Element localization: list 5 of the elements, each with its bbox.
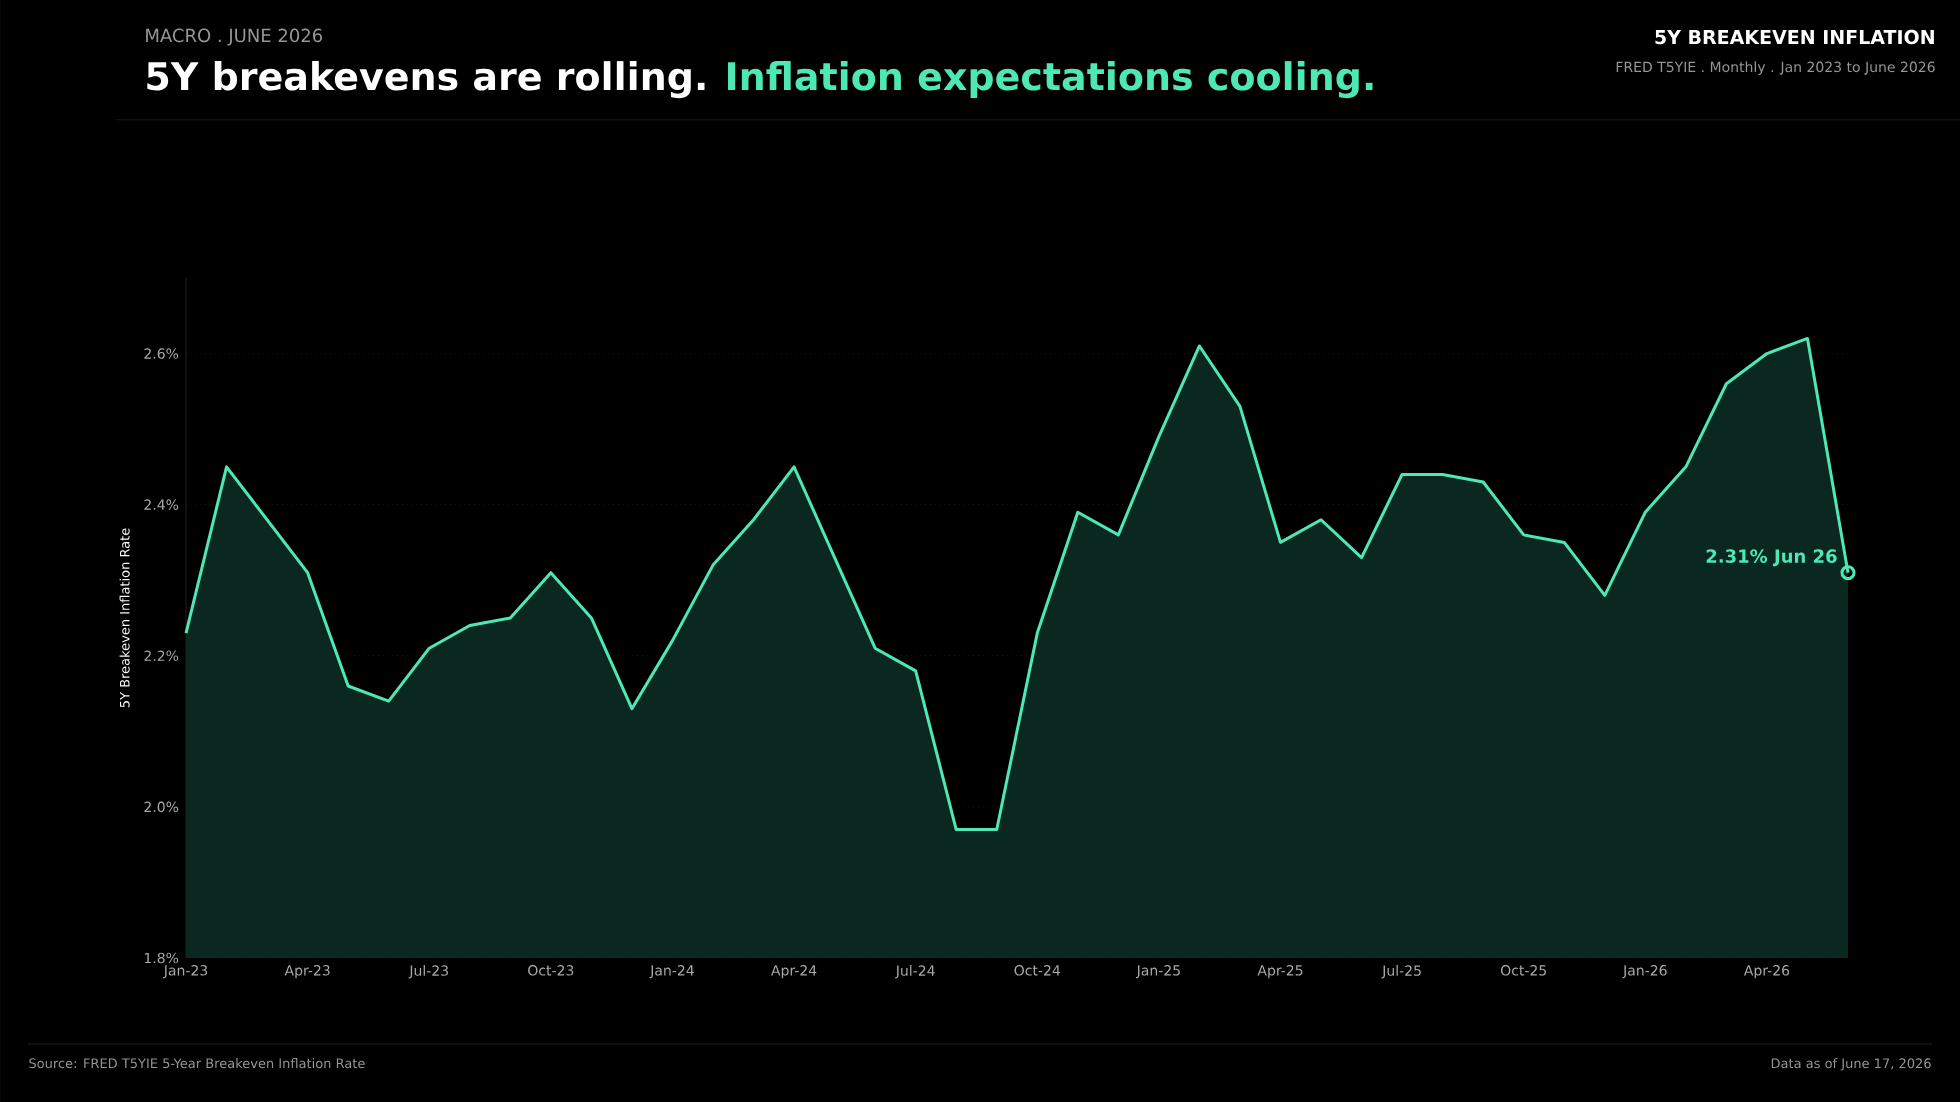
- chart-subtitle: Inflation expectations cooling.: [728, 61, 1373, 99]
- text: MACRO . JUNE 2026: [146, 28, 323, 46]
- text: 5Y BREAKEVEN INFLATION: [1655, 29, 1934, 45]
- annotation: 2.31% Jun 26: [1706, 549, 1837, 567]
- chart-title: 5Y breakevens are rolling.: [147, 61, 705, 99]
